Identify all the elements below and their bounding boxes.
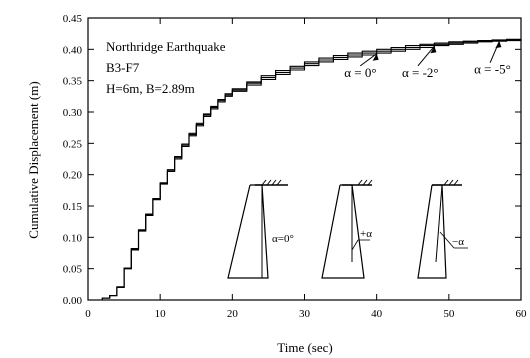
y-tick-label-2: 0.10 xyxy=(63,232,83,244)
x-tick-label-6: 60 xyxy=(516,308,528,320)
series-label-alpha-minus-5: α = -5° xyxy=(474,62,511,77)
x-tick-label-3: 30 xyxy=(299,308,311,320)
series-label-alpha-minus-2: α = -2° xyxy=(402,65,439,80)
annotation-line-3: H=6m, B=2.89m xyxy=(106,81,195,96)
annotation-line-1: Northridge Earthquake xyxy=(106,39,226,54)
y-tick-label-8: 0.40 xyxy=(63,44,83,56)
series-line-1 xyxy=(88,39,522,301)
annotation-line-2: B3-F7 xyxy=(106,60,140,75)
y-tick-label-4: 0.20 xyxy=(63,170,83,182)
series-label-alpha-0: α = 0° xyxy=(344,65,376,80)
y-tick-label-5: 0.25 xyxy=(63,138,83,150)
plot-frame xyxy=(87,17,522,301)
x-tick-label-2: 20 xyxy=(227,308,239,320)
inset-label-plus-alpha: +α xyxy=(360,228,372,240)
chart-annotation: Northridge Earthquake B3-F7 H=6m, B=2.89… xyxy=(106,39,226,96)
inset-label-alpha-0: α=0° xyxy=(272,233,294,245)
y-tick-label-1: 0.05 xyxy=(63,264,83,276)
x-tick-label-5: 50 xyxy=(443,308,455,320)
wall-diagram-minus-alpha: −α xyxy=(417,179,468,279)
series-labels: α = 0° α = -2° α = -5° xyxy=(344,62,511,80)
x-tick-label-0: 0 xyxy=(85,308,91,320)
series-line-2 xyxy=(88,38,522,301)
series-line-0 xyxy=(88,39,522,301)
inset-label-minus-alpha: −α xyxy=(452,236,464,248)
x-axis-label: Time (sec) xyxy=(277,340,333,355)
wall-inclination-diagrams: α=0° +α −α xyxy=(227,179,468,279)
y-tick-label-7: 0.35 xyxy=(63,76,83,88)
series-arrowhead-1 xyxy=(430,46,437,54)
wall-diagram-plus-alpha: +α xyxy=(321,179,373,279)
series-arrowhead-2 xyxy=(495,41,502,49)
axis-ticks: 0 10 20 30 40 50 60 0.00 0.05 0.10 0.15 0.20 0.25 0.3… xyxy=(63,13,527,320)
y-tick-label-0: 0.00 xyxy=(63,295,83,307)
series-arrow-0 xyxy=(359,53,377,67)
x-tick-label-1: 10 xyxy=(155,308,167,320)
y-axis-label: Cumulative Displacement (m) xyxy=(26,81,41,238)
series-arrowhead-0 xyxy=(372,53,379,61)
y-tick-label-9: 0.45 xyxy=(63,13,83,25)
y-tick-label-3: 0.15 xyxy=(63,201,83,213)
series-arrow-1 xyxy=(417,45,435,67)
y-tick-label-6: 0.30 xyxy=(63,107,83,119)
x-tick-label-4: 40 xyxy=(371,308,383,320)
wall-diagram-alpha-0: α=0° xyxy=(227,179,294,279)
